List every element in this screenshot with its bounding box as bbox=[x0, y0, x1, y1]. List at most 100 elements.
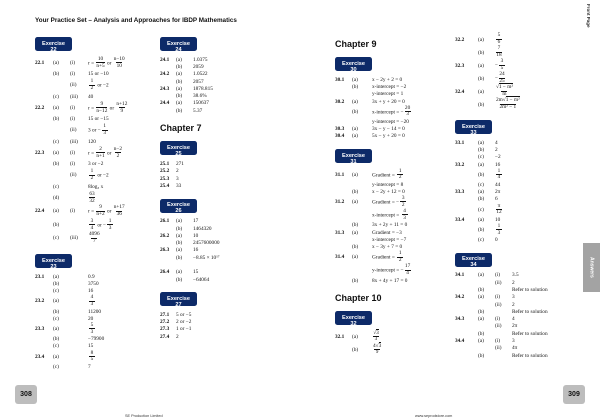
answer-row: 25.3 3 bbox=[160, 175, 290, 182]
sqrt-expression: √3 bbox=[376, 341, 382, 349]
answer-text: 32 bbox=[89, 197, 95, 204]
answer-row: (c) 7 bbox=[35, 363, 150, 370]
denominator: 18 bbox=[496, 51, 502, 59]
part-label: (a) bbox=[176, 232, 182, 239]
answer-value: 2 bbox=[176, 334, 179, 340]
badge-wrap: Exercise 33 bbox=[455, 120, 580, 139]
part-label: (b) bbox=[352, 277, 359, 284]
answer-text: 5x − y + 20 = 0 bbox=[372, 133, 405, 140]
answer-text: 2057 bbox=[193, 78, 204, 85]
answer-row: 24.3 (a) 1878.815 bbox=[160, 85, 290, 92]
answer-row: (b) 1464320 bbox=[160, 225, 290, 232]
numerator: 2 bbox=[99, 146, 102, 152]
answer-row: 30.3 (a) 3x − y − 14 = 0 bbox=[335, 125, 445, 132]
answer-row: 32.4 (a) √1 − m² m bbox=[455, 83, 580, 98]
question-number: 27.1 bbox=[160, 311, 170, 318]
chapter-heading: Chapter 9 bbox=[335, 39, 377, 49]
exercise-badge: Exercise 25 bbox=[160, 141, 197, 157]
exercise-badge: Exercise 31 bbox=[335, 149, 372, 165]
answer-text: 4 bbox=[406, 270, 409, 277]
radicand: 1 − m² bbox=[505, 96, 520, 104]
answer-row: (b) Refer to solution bbox=[455, 286, 580, 293]
badge-wrap: Exercise 22 bbox=[35, 37, 150, 56]
answer-value: 16 bbox=[88, 288, 93, 294]
question-number: 31.3 bbox=[335, 229, 345, 236]
answer-row: (b) x-intercept = −20 3 bbox=[335, 105, 445, 118]
answer-row: (ii) 3 or −1 3 bbox=[35, 124, 150, 138]
answer-value: Refer to solution bbox=[512, 331, 548, 337]
answer-list: 27.1 5 or −5 27.2 2 or −2 27.3 1 or −1 27.4 2 bbox=[160, 311, 290, 340]
answer-text: Gradient = − bbox=[372, 199, 400, 206]
answer-text: 36 bbox=[116, 211, 122, 217]
answer-value: 2059 bbox=[193, 64, 204, 70]
subpart-label: (ii) bbox=[495, 345, 502, 352]
page-header-title: Your Practice Set – Analysis and Approac… bbox=[35, 17, 237, 24]
part-label: (c) bbox=[478, 206, 484, 213]
part-label: (a) bbox=[352, 199, 358, 206]
numerator: 4√3 bbox=[373, 341, 382, 349]
part-label: (c) bbox=[478, 154, 484, 161]
answer-text: 3 bbox=[500, 58, 504, 65]
answer-text: 2 bbox=[176, 168, 179, 175]
answer-value: 2457600000 bbox=[193, 240, 219, 246]
answer-text: 2059 bbox=[193, 63, 204, 70]
numerator: 1 bbox=[103, 124, 106, 129]
answer-row: (b) 2457600000 bbox=[160, 239, 290, 246]
numerator: 5 bbox=[91, 322, 94, 328]
part-label: (b) bbox=[53, 161, 60, 167]
numerator: 1 bbox=[109, 218, 112, 224]
denominator: 7 bbox=[91, 237, 98, 245]
answer-row: (b) 11200 bbox=[35, 308, 150, 315]
answer-row: (d) 63 32 bbox=[35, 191, 150, 205]
answer-value: 63 32 bbox=[88, 191, 96, 204]
answer-text: 4 bbox=[497, 174, 501, 181]
subpart-label: (i) bbox=[70, 116, 75, 122]
answer-text: n+5 bbox=[96, 62, 105, 69]
denominator: 12 bbox=[496, 208, 502, 216]
subpart-label: (i) bbox=[70, 208, 75, 215]
answer-text: 10 bbox=[193, 232, 199, 239]
part-label: (a) bbox=[53, 104, 59, 111]
answers-side-tab[interactable]: Answers bbox=[583, 243, 600, 292]
answer-text: n−10 bbox=[113, 55, 125, 62]
answer-text: 17 bbox=[193, 218, 199, 225]
fraction: 9 n−12 bbox=[96, 101, 108, 114]
numerator: √1 − m² bbox=[496, 83, 513, 91]
question-number: 33.1 bbox=[455, 139, 465, 146]
answer-value: 271 bbox=[176, 161, 184, 167]
denominator: 3 bbox=[89, 328, 95, 335]
front-page-link[interactable]: Front Page bbox=[586, 4, 591, 28]
answer-text: y-intercept = 1 bbox=[372, 91, 404, 98]
answer-text: n+1 bbox=[96, 152, 105, 159]
part-label: (c) bbox=[53, 315, 59, 322]
answer-text: 2 bbox=[398, 257, 402, 264]
question-number: 34.2 bbox=[455, 294, 465, 301]
answer-text: Refer to solution bbox=[512, 308, 548, 315]
answer-text: 3 bbox=[512, 337, 515, 344]
answer-row: (ii) 2 bbox=[455, 279, 580, 286]
answer-text: n+2 bbox=[96, 211, 105, 217]
part-label: (b) bbox=[478, 330, 485, 337]
numerator: 1 bbox=[91, 169, 94, 174]
numerator: n+12 bbox=[116, 101, 127, 107]
answer-text: −64064 bbox=[193, 276, 210, 283]
answer-text: 5 or −5 bbox=[176, 311, 192, 318]
answer-row bbox=[160, 261, 290, 268]
fraction: n−2 2 bbox=[114, 146, 122, 159]
part-label: (a) bbox=[53, 59, 59, 66]
numerator: 9 bbox=[101, 101, 104, 107]
answer-text: 40 bbox=[88, 93, 94, 100]
answer-text: r = bbox=[88, 104, 96, 111]
badge-wrap: Exercise 27 bbox=[160, 292, 290, 311]
badge-wrap: Exercise 30 bbox=[335, 57, 445, 76]
answer-list: 23.1 (a) 0.9 (b) 3750 (c) 16 23.2 (a) 4 3 (b) 11200(… bbox=[35, 273, 150, 370]
answer-text: 2 bbox=[401, 201, 405, 208]
answer-text: −8.85 × 10¹⁷ bbox=[193, 254, 220, 261]
part-label: (b) bbox=[176, 107, 183, 114]
answer-row: 24.4 (a) 150637 bbox=[160, 100, 290, 107]
answer-text: or bbox=[105, 149, 113, 156]
